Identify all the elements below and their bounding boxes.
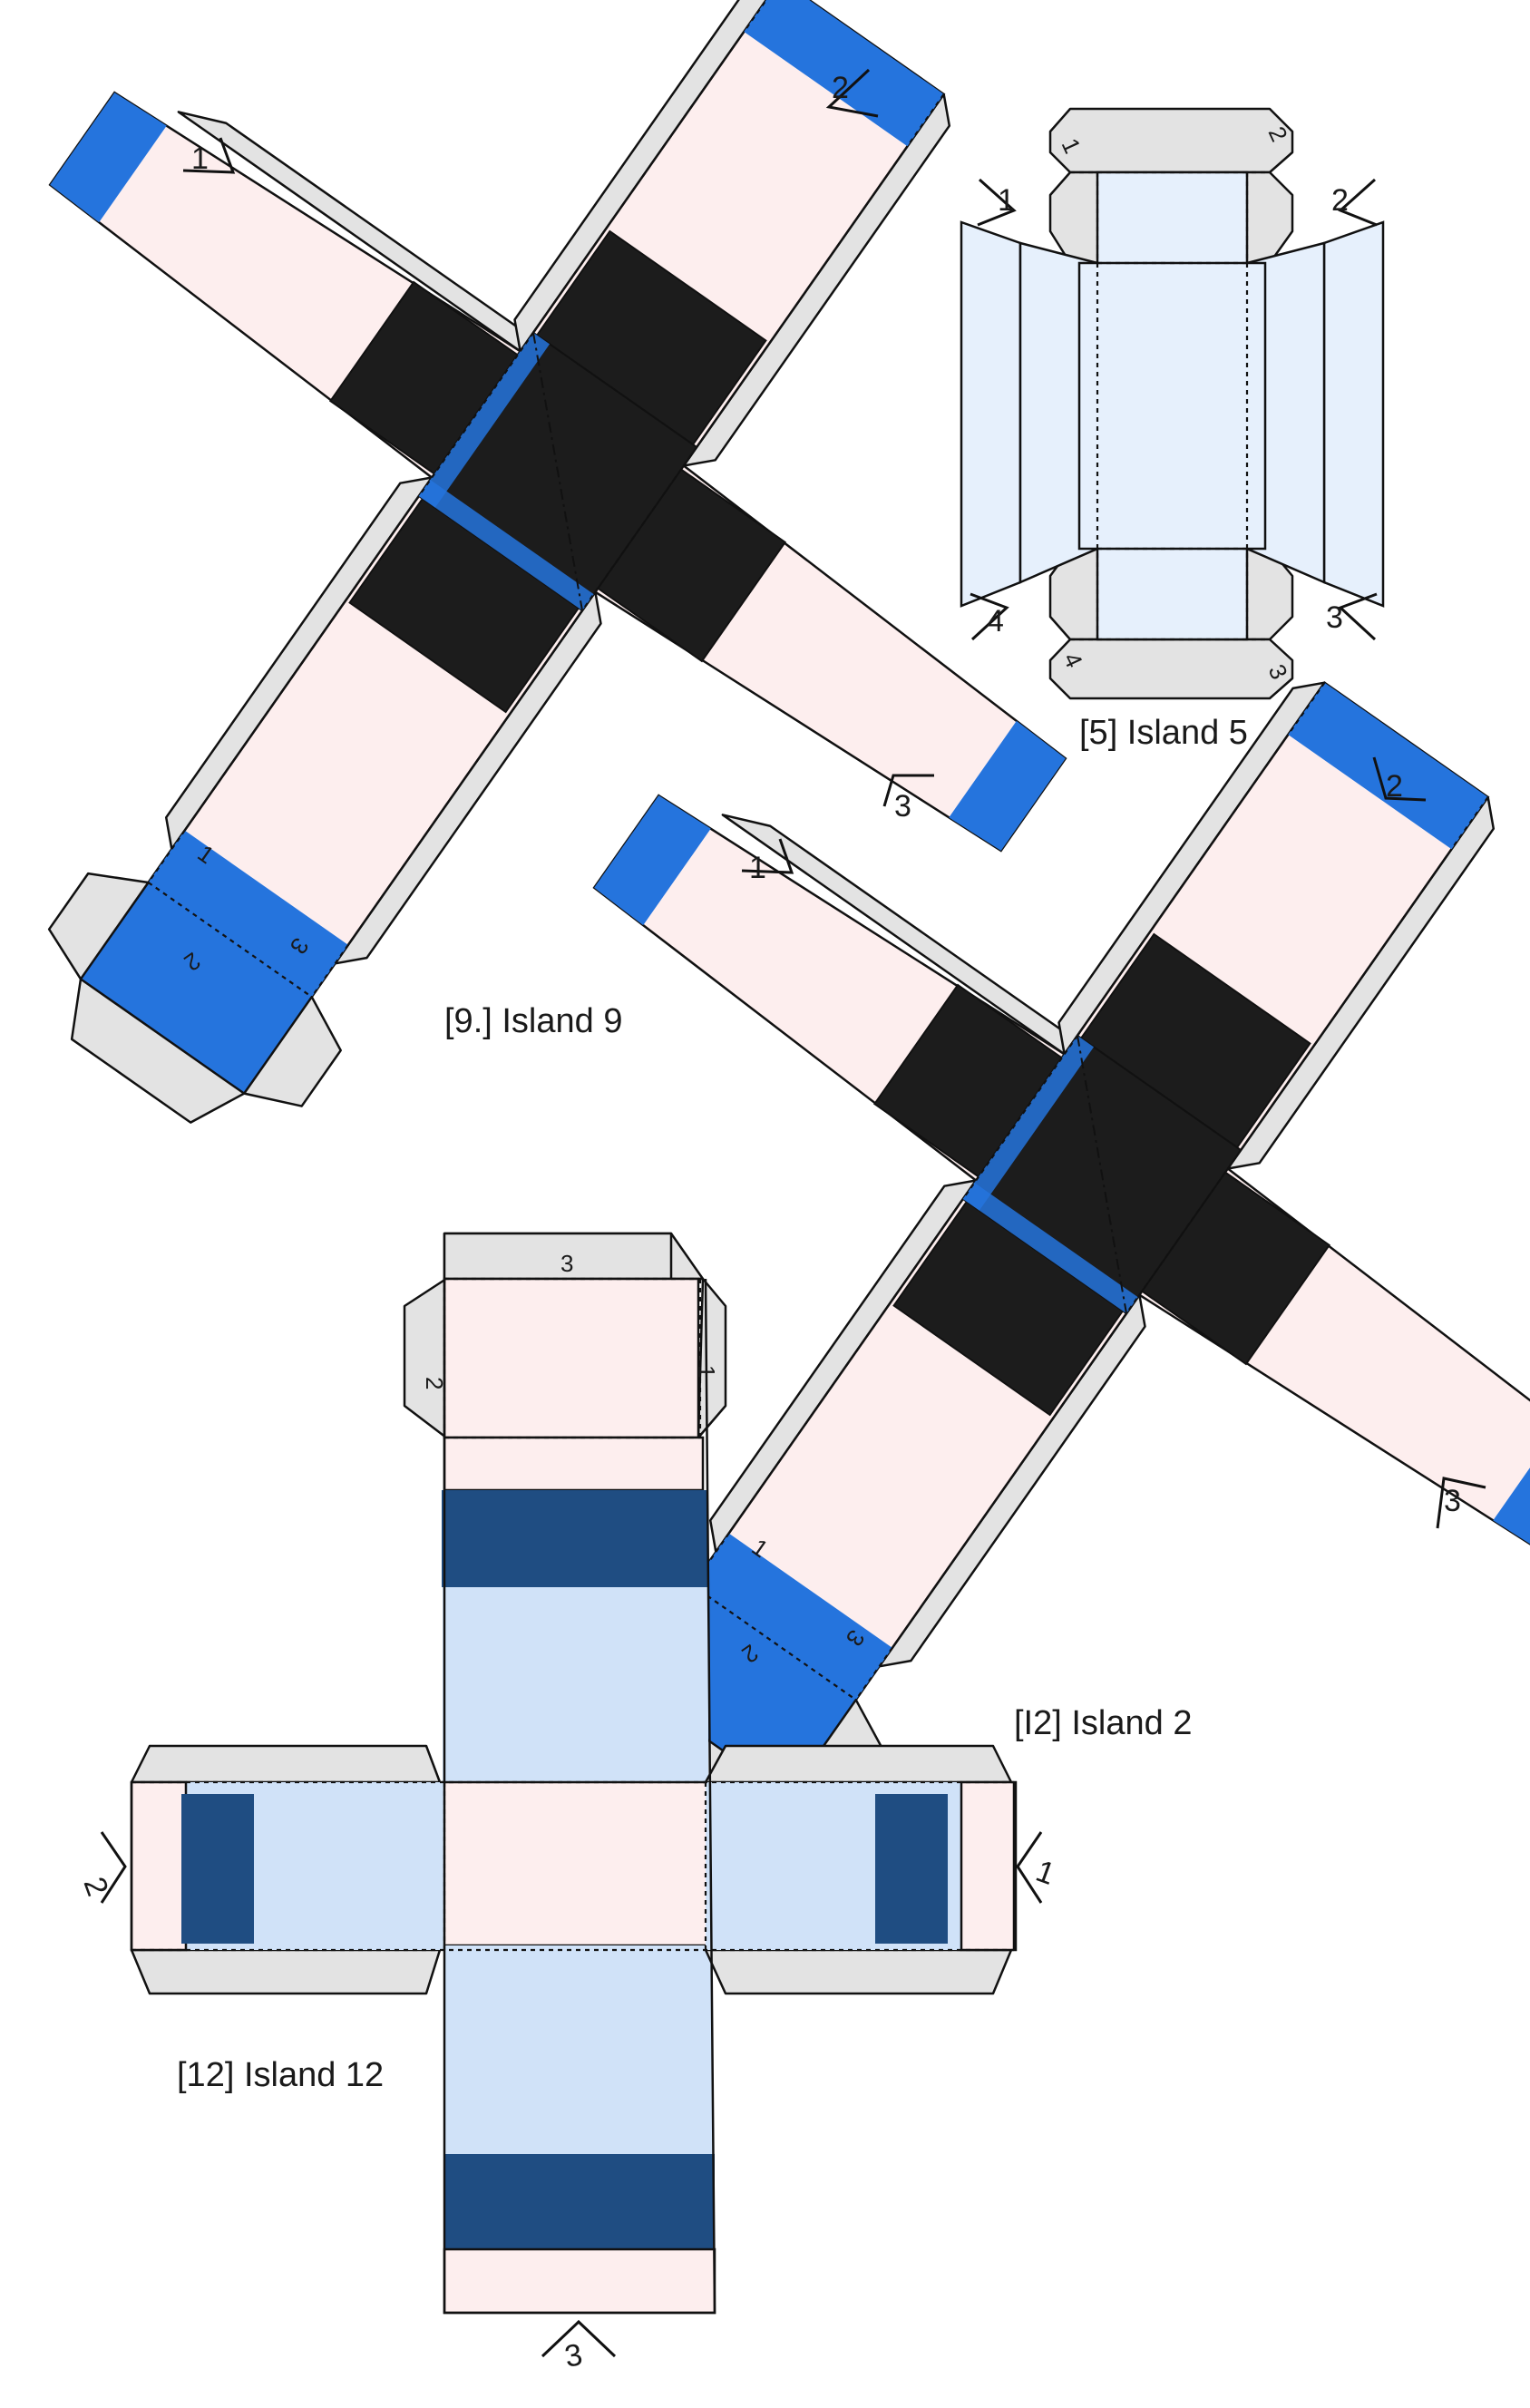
island-12-tab-labels: 1 2 3 — [421, 1250, 720, 1389]
island-12-caption: [12] Island 12 — [177, 2056, 384, 2094]
svg-text:3: 3 — [560, 1250, 573, 1277]
svg-text:2: 2 — [76, 1873, 114, 1901]
island-5-marker-4: 4 — [970, 592, 1009, 641]
island-5-marker-2: 2 — [1331, 178, 1378, 227]
svg-text:1: 1 — [749, 851, 766, 885]
svg-text:3: 3 — [1326, 600, 1343, 635]
svg-text:4: 4 — [987, 604, 1004, 639]
island-12-marker-2: 2 — [76, 1831, 127, 1904]
island-5-marker-1: 1 — [977, 178, 1017, 227]
island-9-caption: [9.] Island 9 — [444, 1002, 622, 1040]
svg-text:1: 1 — [1031, 1854, 1059, 1892]
island-2-marker-1: 1 — [741, 838, 794, 885]
island-9-marker-3: 3 — [882, 774, 934, 824]
island-9-marker-2: 2 — [825, 68, 879, 118]
island-2-caption: [I2] Island 2 — [1014, 1704, 1192, 1742]
island-9-marker-1: 1 — [182, 137, 236, 176]
island-12-piece — [130, 1232, 1018, 2315]
svg-text:2: 2 — [1386, 769, 1403, 804]
svg-text:2: 2 — [1331, 183, 1349, 218]
island-12-marker-3: 3 — [541, 2319, 617, 2374]
island-5-marker-3: 3 — [1326, 592, 1378, 641]
svg-text:1: 1 — [191, 141, 209, 176]
island-2-marker-2: 2 — [1372, 756, 1427, 804]
svg-text:1: 1 — [693, 1365, 720, 1378]
island-5-caption: [5] Island 5 — [1079, 714, 1248, 752]
svg-text:1: 1 — [998, 183, 1015, 218]
svg-text:3: 3 — [562, 2337, 585, 2374]
svg-text:3: 3 — [894, 789, 911, 824]
svg-text:2: 2 — [832, 71, 849, 105]
svg-text:3: 3 — [1444, 1484, 1461, 1518]
island-12-marker-1: 1 — [1016, 1831, 1059, 1904]
island-2-marker-3: 3 — [1436, 1477, 1486, 1529]
svg-text:2: 2 — [421, 1377, 448, 1389]
island-5-piece — [960, 107, 1385, 700]
